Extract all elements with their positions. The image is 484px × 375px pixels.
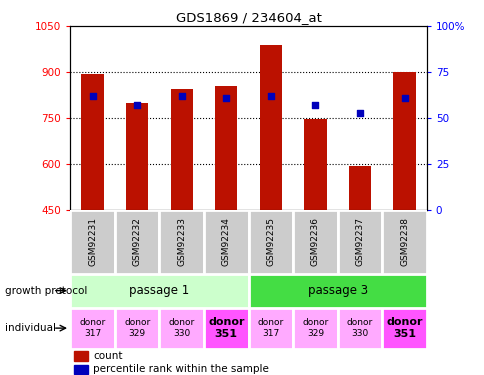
Text: donor
330: donor 330 bbox=[168, 318, 195, 338]
Bar bbox=[204, 210, 248, 274]
Bar bbox=[126, 103, 148, 210]
Point bbox=[89, 93, 96, 99]
Bar bbox=[381, 308, 426, 349]
Text: GSM92238: GSM92238 bbox=[399, 217, 408, 266]
Text: donor
351: donor 351 bbox=[385, 317, 422, 339]
Text: percentile rank within the sample: percentile rank within the sample bbox=[93, 364, 269, 374]
Bar bbox=[70, 308, 115, 349]
Bar bbox=[70, 210, 115, 274]
Bar bbox=[393, 72, 415, 210]
Bar bbox=[215, 86, 237, 210]
Text: GSM92234: GSM92234 bbox=[221, 217, 230, 266]
Text: passage 3: passage 3 bbox=[307, 284, 367, 297]
Point bbox=[355, 110, 363, 116]
Bar bbox=[292, 210, 337, 274]
Text: growth protocol: growth protocol bbox=[5, 286, 87, 296]
Text: individual: individual bbox=[5, 323, 56, 333]
Bar bbox=[115, 308, 159, 349]
Bar bbox=[81, 74, 104, 210]
Text: donor
330: donor 330 bbox=[346, 318, 372, 338]
Text: GSM92237: GSM92237 bbox=[355, 217, 363, 266]
Text: GSM92233: GSM92233 bbox=[177, 217, 186, 266]
Bar bbox=[303, 119, 326, 210]
Bar bbox=[74, 364, 88, 374]
Bar bbox=[170, 89, 193, 210]
Text: donor
317: donor 317 bbox=[257, 318, 283, 338]
Text: GSM92236: GSM92236 bbox=[310, 217, 319, 266]
Bar bbox=[337, 210, 381, 274]
Bar bbox=[337, 308, 381, 349]
Bar bbox=[248, 274, 426, 308]
Bar bbox=[115, 210, 159, 274]
Bar bbox=[204, 308, 248, 349]
Point bbox=[311, 102, 318, 108]
Title: GDS1869 / 234604_at: GDS1869 / 234604_at bbox=[175, 11, 321, 24]
Text: count: count bbox=[93, 351, 123, 361]
Point bbox=[133, 102, 141, 108]
Bar bbox=[70, 274, 248, 308]
Text: passage 1: passage 1 bbox=[129, 284, 189, 297]
Text: GSM92231: GSM92231 bbox=[88, 217, 97, 266]
Bar bbox=[248, 308, 292, 349]
Text: GSM92235: GSM92235 bbox=[266, 217, 275, 266]
Point bbox=[178, 93, 185, 99]
Bar bbox=[259, 45, 281, 210]
Point bbox=[266, 93, 274, 99]
Point bbox=[222, 95, 230, 101]
Text: donor
329: donor 329 bbox=[302, 318, 328, 338]
Point bbox=[400, 95, 408, 101]
Bar bbox=[159, 308, 204, 349]
Text: GSM92232: GSM92232 bbox=[133, 217, 141, 266]
Bar bbox=[292, 308, 337, 349]
Text: donor
351: donor 351 bbox=[208, 317, 244, 339]
Bar bbox=[348, 166, 370, 210]
Bar bbox=[381, 210, 426, 274]
Bar bbox=[159, 210, 204, 274]
Bar bbox=[248, 210, 292, 274]
Text: donor
329: donor 329 bbox=[124, 318, 150, 338]
Text: donor
317: donor 317 bbox=[79, 318, 106, 338]
Bar bbox=[74, 351, 88, 361]
